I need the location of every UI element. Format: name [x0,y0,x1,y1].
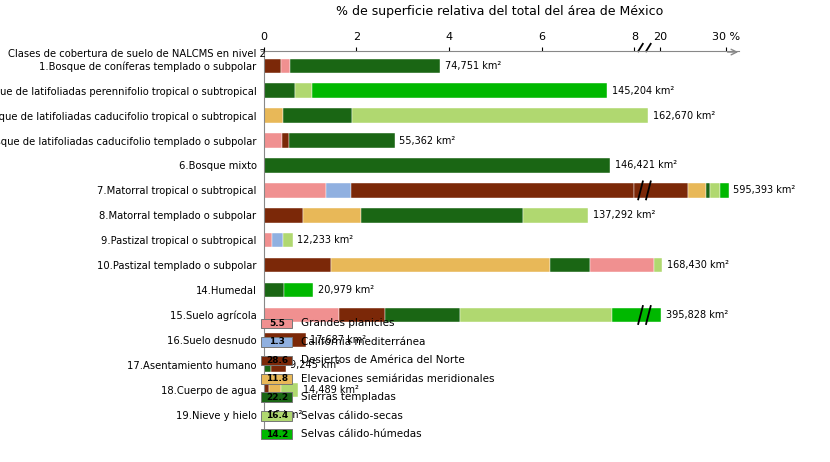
Text: 1.3: 1.3 [269,337,285,346]
FancyBboxPatch shape [261,430,292,439]
Bar [339,308,385,322]
Text: 16.4: 16.4 [266,411,288,420]
Text: 595,393 km²: 595,393 km² [733,185,795,195]
Bar [264,283,284,298]
Bar [352,109,648,123]
FancyBboxPatch shape [261,356,292,365]
Bar [612,308,662,322]
Text: 14,489 km²: 14,489 km² [303,385,359,395]
Text: 12,233 km²: 12,233 km² [297,235,354,245]
Text: Elevaciones semiáridas meridionales: Elevaciones semiáridas meridionales [301,374,495,384]
Bar [331,258,550,273]
Text: 168,430 km²: 168,430 km² [666,260,729,270]
FancyBboxPatch shape [261,319,292,328]
Bar [290,59,441,73]
Text: 395,828 km²: 395,828 km² [666,310,728,320]
Text: 74,751 km²: 74,751 km² [445,61,501,71]
Bar [264,84,295,98]
FancyBboxPatch shape [261,337,292,346]
Text: 55,362 km²: 55,362 km² [399,135,456,146]
Bar [634,183,688,198]
Text: 28.6: 28.6 [266,356,288,365]
Bar [264,383,269,397]
Text: 9,245 km²: 9,245 km² [290,360,340,370]
Bar [590,258,654,273]
FancyBboxPatch shape [261,411,292,420]
Bar [271,358,286,372]
Bar [524,208,588,223]
Text: 137,292 km²: 137,292 km² [593,210,656,220]
Bar [706,183,710,198]
Bar [654,258,662,273]
Bar [272,233,282,248]
Bar [264,258,331,273]
Bar [264,134,282,148]
Bar [264,208,303,223]
Bar [264,158,610,173]
Text: Clases de cobertura de suelo de NALCMS en nivel 2: Clases de cobertura de suelo de NALCMS e… [8,49,266,59]
Text: 14.2: 14.2 [266,430,288,439]
Bar [269,383,281,397]
Text: 146,421 km²: 146,421 km² [614,160,676,170]
Text: 162,670 km²: 162,670 km² [653,110,715,121]
Text: 17,687 km²: 17,687 km² [310,335,366,345]
Text: 16 km²: 16 km² [268,410,303,419]
Bar [688,183,706,198]
Bar [303,208,361,223]
Bar [720,183,729,198]
Bar [284,283,314,298]
Bar [264,358,271,372]
Bar [351,183,634,198]
Title: % de superficie relativa del total del área de México: % de superficie relativa del total del á… [336,5,664,18]
Text: Grandes planicies: Grandes planicies [301,318,394,328]
Bar [312,84,607,98]
FancyBboxPatch shape [261,374,292,383]
Bar [550,258,590,273]
Bar [282,134,289,148]
Text: 22.2: 22.2 [266,393,288,402]
Bar [295,84,312,98]
Bar [281,59,290,73]
Text: 145,204 km²: 145,204 km² [612,85,674,96]
Bar [710,183,720,198]
Text: 20,979 km²: 20,979 km² [318,285,374,295]
Bar [289,134,394,148]
Text: Selvas cálido-húmedas: Selvas cálido-húmedas [301,429,422,439]
Bar [264,233,272,248]
Text: 11.8: 11.8 [266,374,288,383]
Text: Sierras templadas: Sierras templadas [301,392,396,402]
Bar [461,308,634,322]
Bar [264,308,339,322]
Bar [264,333,305,347]
Bar [264,109,283,123]
Text: Desiertos de América del Norte: Desiertos de América del Norte [301,355,465,365]
Bar [361,208,524,223]
Bar [281,383,298,397]
Bar [264,183,325,198]
Bar [385,308,461,322]
Bar [612,308,634,322]
Bar [264,59,281,73]
Text: California mediterránea: California mediterránea [301,337,425,347]
FancyBboxPatch shape [261,393,292,402]
Bar [325,183,351,198]
Text: Selvas cálido-secas: Selvas cálido-secas [301,411,403,421]
Bar [282,233,293,248]
Bar [283,109,352,123]
Text: 5.5: 5.5 [269,319,285,328]
